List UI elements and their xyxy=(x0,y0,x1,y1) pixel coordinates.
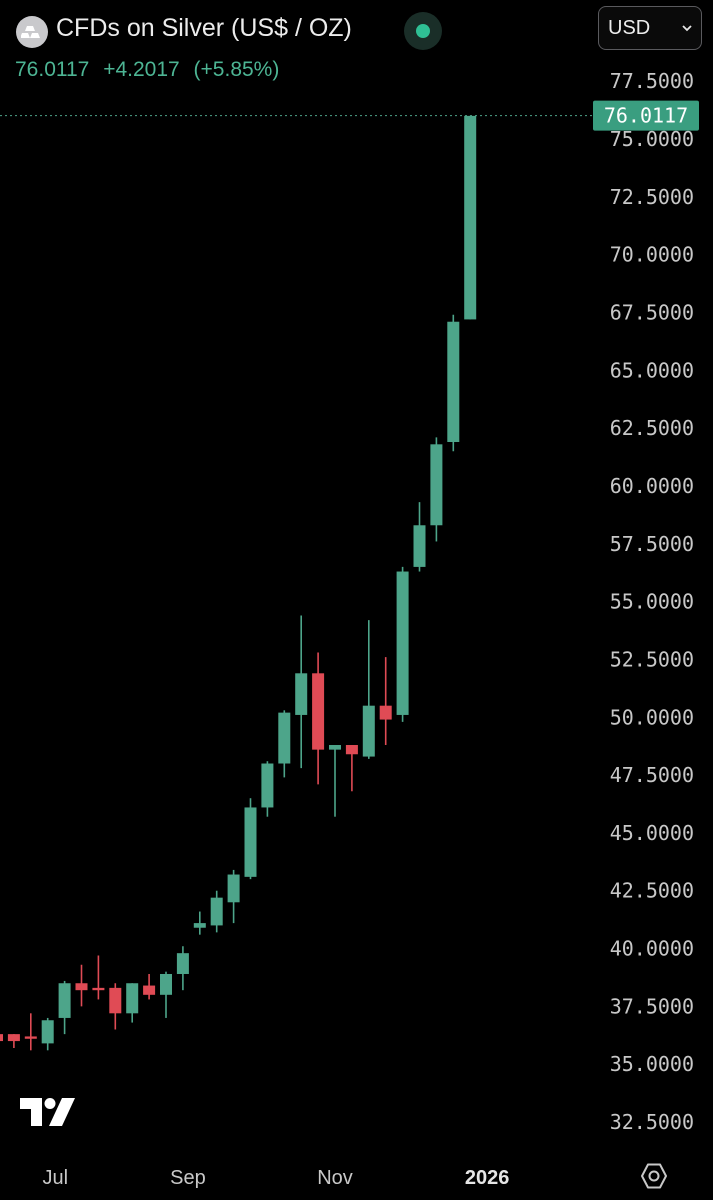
candle-body xyxy=(312,673,325,750)
y-tick-label: 50.0000 xyxy=(610,705,694,729)
candle-body xyxy=(92,987,105,991)
y-tick-label: 42.5000 xyxy=(610,879,694,903)
chart-header: CFDs on Silver (US$ / OZ) USD 76.0117 +4… xyxy=(0,0,713,100)
candle-body xyxy=(210,897,223,926)
y-tick-label: 75.0000 xyxy=(610,127,694,151)
last-price-tag-label: 76.0117 xyxy=(604,104,688,128)
last-price-tag xyxy=(593,100,699,131)
y-tick-label: 65.0000 xyxy=(610,358,694,382)
candle-body xyxy=(58,983,71,1018)
candle-body xyxy=(193,923,206,928)
candle-body xyxy=(447,321,460,443)
y-tick-label: 57.5000 xyxy=(610,532,694,556)
candle-body xyxy=(7,1034,20,1042)
y-tick-label: 55.0000 xyxy=(610,590,694,614)
market-status-indicator[interactable] xyxy=(404,12,442,50)
candle-body xyxy=(278,712,291,764)
chevron-down-icon xyxy=(682,25,692,32)
price-change: +4.2017 xyxy=(103,58,180,81)
silver-bars-icon[interactable] xyxy=(16,16,48,48)
y-tick-label: 32.5000 xyxy=(610,1110,694,1134)
candle-body xyxy=(329,745,341,750)
status-dot-icon xyxy=(416,24,430,38)
y-tick-label: 70.0000 xyxy=(610,243,694,267)
tradingview-logo-icon[interactable] xyxy=(20,1098,76,1126)
candle-body xyxy=(109,987,122,1014)
candle-body xyxy=(261,763,274,808)
currency-value: USD xyxy=(608,17,651,39)
x-axis-label: Sep xyxy=(170,1167,206,1189)
y-tick-label: 47.5000 xyxy=(610,763,694,787)
candle-body xyxy=(396,571,409,715)
candle-body xyxy=(430,444,443,526)
settings-icon[interactable] xyxy=(640,1162,668,1190)
symbol-title[interactable]: CFDs on Silver (US$ / OZ) xyxy=(56,14,352,42)
candle-body xyxy=(75,983,88,991)
candle-body xyxy=(362,705,375,757)
candle-body xyxy=(379,705,392,720)
y-tick-label: 52.5000 xyxy=(610,647,694,671)
currency-select[interactable]: USD xyxy=(598,6,702,50)
y-tick-label: 77.5000 xyxy=(610,69,694,93)
candle-body xyxy=(227,874,240,903)
y-tick-label: 62.5000 xyxy=(610,416,694,440)
y-tick-label: 67.5000 xyxy=(610,300,694,324)
candle-body xyxy=(143,985,156,995)
candle-body xyxy=(0,1034,3,1042)
candle-body xyxy=(464,115,477,320)
candle-body xyxy=(244,807,257,877)
price-quote: 76.0117 +4.2017 (+5.85%) xyxy=(15,58,287,82)
y-tick-label: 60.0000 xyxy=(610,474,694,498)
y-tick-label: 35.0000 xyxy=(610,1052,694,1076)
y-tick-label: 37.5000 xyxy=(610,994,694,1018)
x-axis-label: 2026 xyxy=(465,1167,510,1189)
candle-body xyxy=(160,973,172,995)
y-tick-label: 45.0000 xyxy=(610,821,694,845)
candle-body xyxy=(176,953,189,974)
x-axis-label: Jul xyxy=(43,1167,69,1189)
y-tick-label: 72.5000 xyxy=(610,185,694,209)
last-price: 76.0117 xyxy=(15,58,90,81)
x-axis-label: Nov xyxy=(317,1167,353,1189)
candle-body xyxy=(24,1036,37,1039)
candle-body xyxy=(41,1020,54,1044)
price-change-percent: (+5.85%) xyxy=(193,58,280,81)
candle-body xyxy=(295,673,308,715)
candle-body xyxy=(413,525,426,567)
candle-body xyxy=(345,745,358,755)
candle-body xyxy=(126,983,139,1014)
y-tick-label: 40.0000 xyxy=(610,937,694,961)
